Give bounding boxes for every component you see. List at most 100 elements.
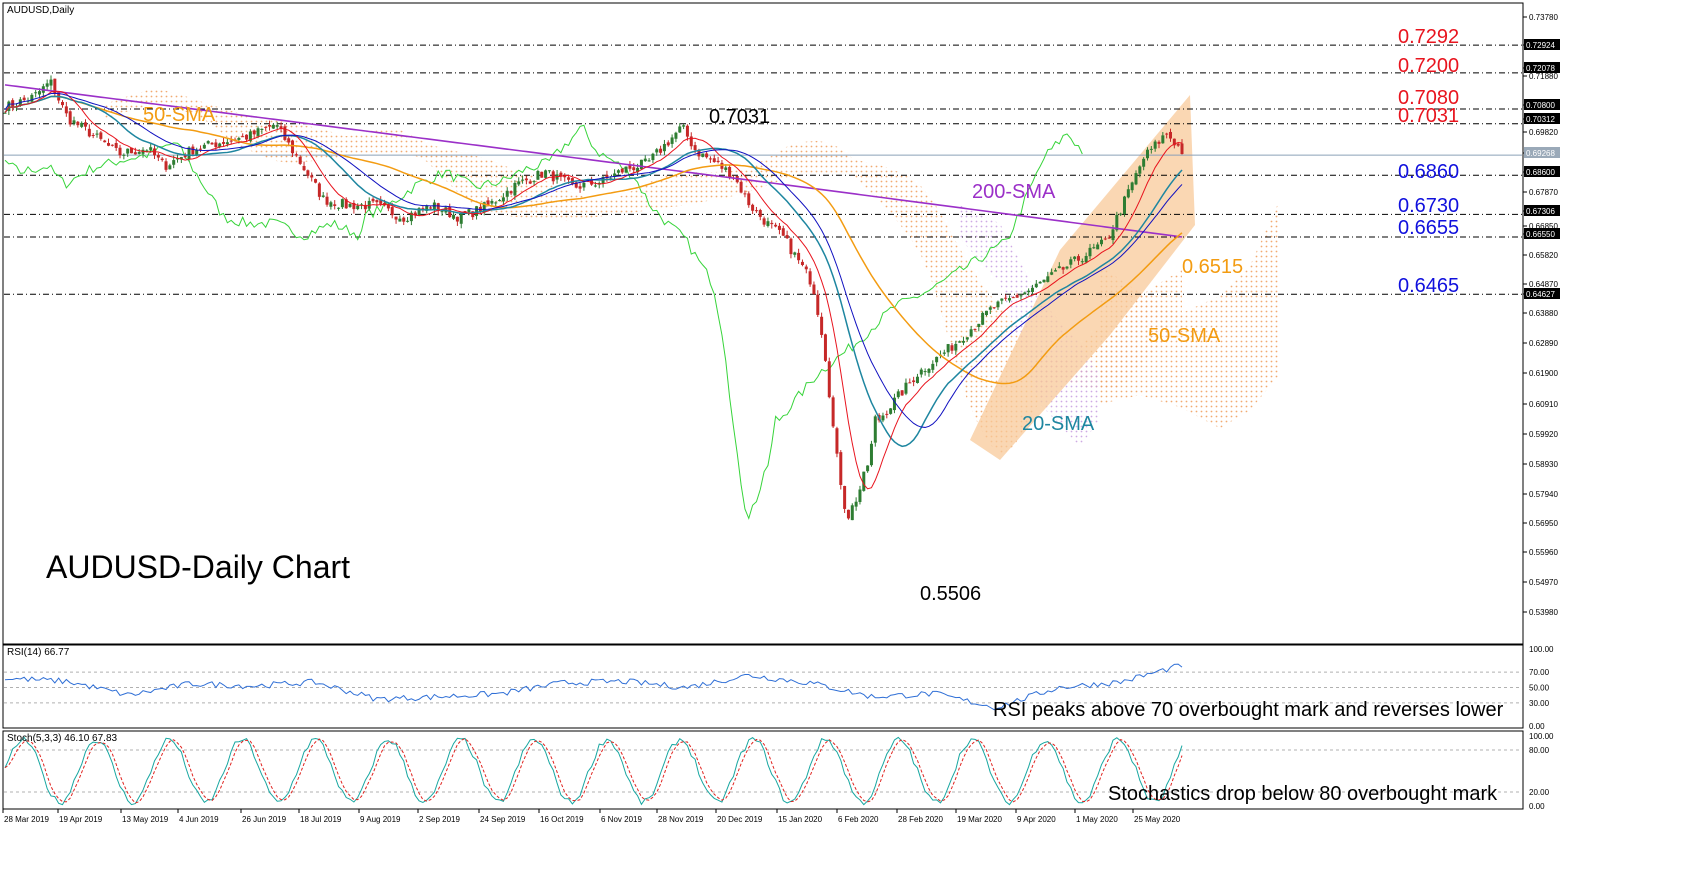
candle-body [467,209,471,213]
candle-body [337,207,341,209]
price-tick-label: 0.67870 [1529,188,1558,197]
candle-body [130,147,134,154]
candle-body [160,158,164,161]
candle-body [881,415,885,421]
candle-body [356,205,360,210]
candle-body [758,210,762,217]
candle-body [390,207,394,216]
date-tick-label: 18 Jul 2019 [300,815,342,824]
candle-body [984,310,988,316]
candle-body [122,154,126,156]
candle-body [904,382,908,394]
candle-body [206,141,210,144]
candle-body [398,218,402,222]
candle-body [34,92,38,94]
candle-body [712,158,716,163]
peak-label: 0.7031 [709,106,770,128]
candle-body [245,134,249,140]
candle-body [348,203,352,207]
price-tick-label: 0.72924 [1526,41,1555,50]
candle-body [202,144,206,149]
candle-body [1023,292,1027,295]
candle-body [222,142,226,144]
candle-body [225,142,229,145]
symbol-label: AUDUSD,Daily [7,5,74,16]
candle-body [716,160,720,162]
candle-body [482,202,486,213]
candle-body [298,156,302,164]
candle-body [682,125,686,127]
kijun-line [4,92,1183,428]
candle-body [475,206,479,216]
candle-body [149,147,153,150]
candle-body [183,155,187,158]
candle-body [889,408,893,414]
candle-body [432,202,436,211]
candle-body [72,120,76,124]
candle-body [1027,290,1031,293]
candle-body [168,165,172,170]
candle-body [156,154,160,158]
candle-body [927,368,931,373]
candle-body [544,170,548,178]
candle-body [371,198,375,202]
candle-body [808,271,812,285]
price-tick-label: 0.64627 [1526,290,1555,299]
sma50-label-right: 50-SMA [1148,325,1221,347]
candle-body [540,171,544,178]
stoch-d-line [4,737,1183,804]
resistance-label-0-7080: 0.7080 [1398,87,1459,109]
candle-body [310,175,314,178]
candle-body [1057,266,1061,269]
candle-body [636,167,640,173]
candle-body [379,200,383,204]
candle-body [436,203,440,211]
candle-body [294,154,298,156]
candle-body [141,149,145,154]
candle-body [766,221,770,226]
stoch-annotation: Stochastics drop below 80 overbought mar… [1108,783,1498,805]
candle-body [459,212,463,224]
price-tick-label: 0.53980 [1529,608,1558,617]
candle-body [908,382,912,384]
price-tick-label: 0.68600 [1526,168,1555,177]
candle-body [747,193,751,206]
price-tick-label: 0.70800 [1526,101,1555,110]
candle-body [762,218,766,225]
date-tick-label: 26 Jun 2019 [242,815,287,824]
candle-body [413,212,417,216]
price-tick-label: 0.66850 [1529,222,1558,231]
candle-body [1080,261,1084,263]
candle-body [1030,287,1034,292]
candle-body [126,148,130,154]
sma20-label: 20-SMA [1022,413,1095,435]
candle-body [1134,173,1138,185]
candle-body [789,238,793,255]
candle-body [452,214,456,219]
date-tick-label: 19 Apr 2019 [59,815,103,824]
candle-body [1176,143,1180,146]
candle-body [291,140,295,154]
candle-body [977,323,981,327]
sma200-line [4,84,1183,238]
rsi-tick-label: 30.00 [1529,699,1550,708]
candle-body [754,210,758,212]
candle-body [367,200,371,209]
candle-body [858,489,862,502]
candle-body [1107,237,1111,239]
candle-body [22,97,26,101]
candle-body [191,146,195,155]
support-label-0-6860: 0.6860 [1398,161,1459,183]
candle-body [133,152,137,155]
candle-body [701,153,705,157]
candle-body [7,101,11,111]
candle-body [835,428,839,454]
stoch-k-line [4,736,1183,806]
candle-body [61,101,65,106]
candle-body [1096,244,1100,250]
candle-body [973,328,977,330]
stoch-panel: 100.00 80.00 20.00 0.00 [4,732,1554,811]
candle-body [172,160,176,165]
candle-body [498,200,502,202]
